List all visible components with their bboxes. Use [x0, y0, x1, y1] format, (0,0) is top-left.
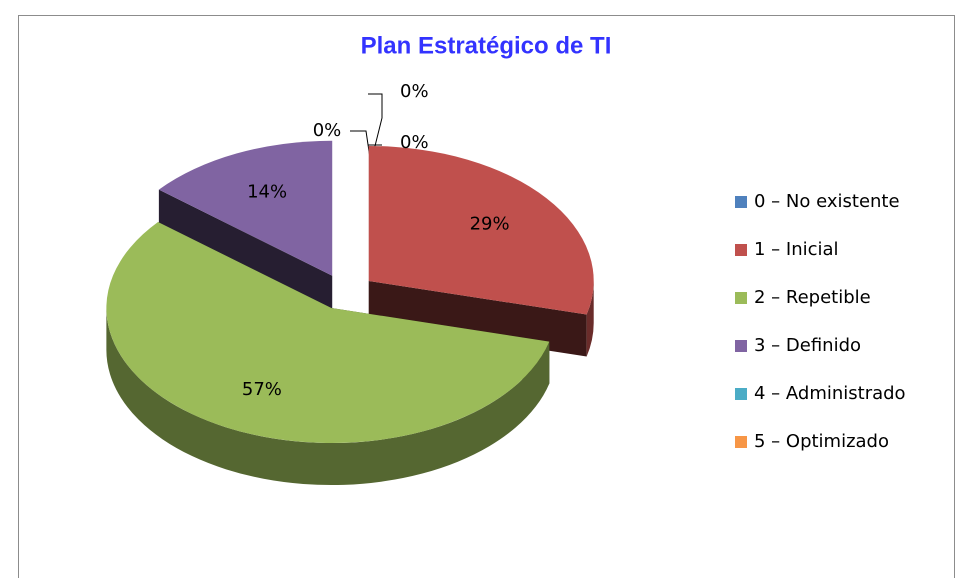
slice: [106, 221, 550, 444]
legend-swatch: [735, 436, 747, 448]
data-label: 29%: [470, 214, 510, 235]
slice: [368, 145, 594, 315]
leader-lines: [350, 93, 383, 159]
legend-swatch: [735, 244, 747, 256]
slice-side: [586, 280, 594, 357]
data-labels: 0% 29% 57% 14% 0% 0%: [242, 81, 510, 400]
data-label: 57%: [242, 379, 282, 400]
data-label: 0%: [400, 81, 429, 102]
data-label: 14%: [247, 182, 287, 203]
pie-tops: [106, 140, 594, 444]
data-label: 0%: [313, 120, 342, 141]
legend-swatch: [735, 388, 747, 400]
legend-label: 4 – Administrado: [754, 383, 906, 404]
legend-swatch: [735, 196, 747, 208]
legend: 0 – No existente 1 – Inicial 2 – Repetible…: [735, 191, 906, 452]
legend-label: 2 – Repetible: [754, 287, 871, 308]
slice: [158, 140, 333, 276]
legend-label: 3 – Definido: [754, 335, 861, 356]
data-label: 0%: [400, 132, 429, 153]
slice-side: [106, 308, 550, 486]
slice-edge: [158, 189, 333, 318]
legend-swatch: [735, 340, 747, 352]
legend-label: 5 – Optimizado: [754, 431, 889, 452]
legend-label: 0 – No existente: [754, 191, 900, 212]
slice-edge: [368, 280, 587, 357]
legend-label: 1 – Inicial: [754, 239, 839, 260]
chart-title: Plan Estratégico de TI: [361, 32, 612, 59]
legend-swatch: [735, 292, 747, 304]
